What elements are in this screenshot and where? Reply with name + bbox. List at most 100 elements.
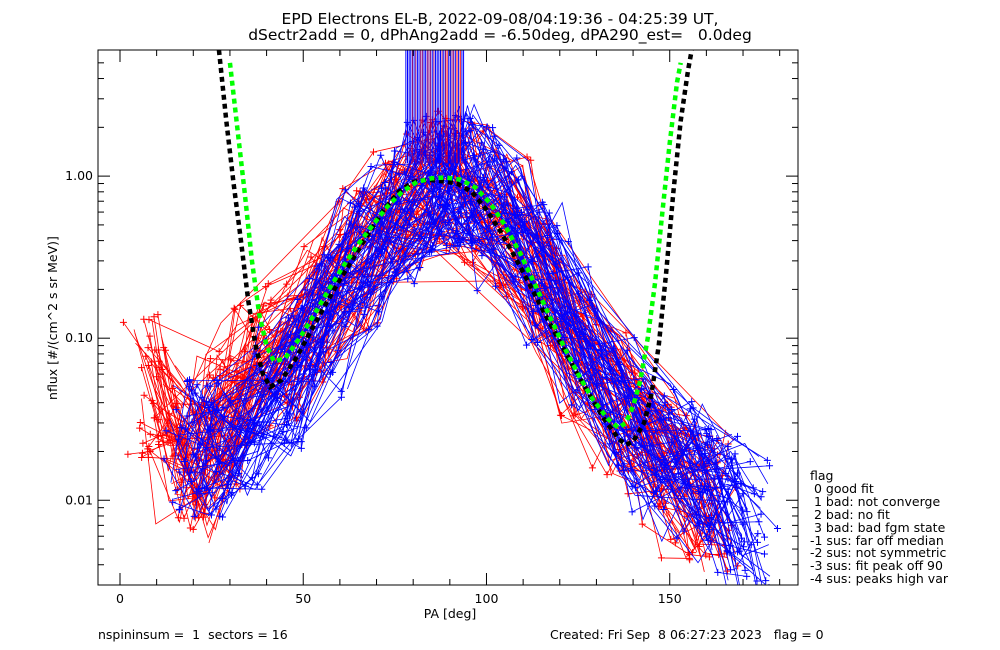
data-point-marker <box>428 246 436 254</box>
data-point-marker <box>193 381 201 389</box>
data-point-marker <box>530 307 538 315</box>
data-point-marker <box>630 334 638 342</box>
data-point-marker <box>440 235 448 243</box>
data-point-marker <box>138 449 146 457</box>
data-point-marker <box>597 345 605 353</box>
data-point-marker <box>220 413 228 421</box>
data-point-marker <box>473 287 481 295</box>
data-point-marker <box>139 439 147 447</box>
data-point-marker <box>138 453 146 461</box>
data-point-marker <box>507 168 515 176</box>
blue-spectrum <box>194 159 748 546</box>
y-tick-label: 0.01 <box>65 492 93 507</box>
spectrum-line <box>195 112 762 499</box>
data-point-marker <box>714 568 722 576</box>
data-point-marker <box>724 485 732 493</box>
data-point-marker <box>404 275 412 283</box>
data-point-marker <box>281 348 289 356</box>
data-point-marker <box>214 380 222 388</box>
data-point-marker <box>177 423 185 431</box>
data-point-marker <box>603 471 611 479</box>
data-point-marker <box>172 406 180 414</box>
vertical-line-group <box>405 50 465 164</box>
data-point-marker <box>154 311 162 319</box>
spectrum-line <box>209 171 769 496</box>
data-point-marker <box>326 323 334 331</box>
data-point-marker <box>553 222 561 230</box>
blue-spectrum <box>183 105 757 492</box>
data-point-marker <box>172 400 180 408</box>
data-point-marker <box>353 187 361 195</box>
data-point-marker <box>186 469 194 477</box>
data-point-marker <box>665 414 672 422</box>
data-point-marker <box>731 450 739 458</box>
data-point-marker <box>146 332 154 340</box>
data-point-marker <box>766 462 774 470</box>
legend-title: flag <box>810 468 834 483</box>
data-point-marker <box>196 490 204 498</box>
spectrum-line <box>238 103 759 572</box>
data-point-marker <box>546 223 554 231</box>
chart-subtitle: dSectr2add = 0, dPhAng2add = -6.50deg, d… <box>248 26 752 44</box>
legend-item: 1 bad: not converge <box>810 493 941 509</box>
data-point-marker <box>519 304 527 312</box>
data-point-marker <box>724 443 732 451</box>
data-point-marker <box>363 278 371 286</box>
data-point-marker <box>169 498 177 506</box>
data-point-marker <box>365 325 373 333</box>
data-point-marker <box>255 323 263 331</box>
blue-spectrum <box>196 128 763 585</box>
data-point-marker <box>763 456 771 464</box>
data-point-marker <box>341 323 349 331</box>
data-point-marker <box>192 453 200 461</box>
data-point-marker <box>723 547 731 555</box>
data-point-marker <box>138 364 146 372</box>
data-point-marker <box>523 341 531 349</box>
data-point-marker <box>743 572 751 580</box>
data-point-marker <box>560 333 568 341</box>
data-point-marker <box>390 147 398 155</box>
legend-item: 3 bad: bad fgm state <box>810 519 946 535</box>
data-point-marker <box>154 346 162 354</box>
data-point-marker <box>753 577 761 585</box>
data-point-marker <box>154 416 162 424</box>
x-axis-label: PA [deg] <box>424 606 477 621</box>
data-point-marker <box>746 458 754 466</box>
data-point-marker <box>150 313 158 321</box>
data-point-marker <box>401 168 409 176</box>
data-point-marker <box>403 207 411 215</box>
spectrum-line <box>208 124 767 581</box>
data-point-marker <box>226 397 234 405</box>
data-point-marker <box>754 530 762 538</box>
data-point-marker <box>163 431 171 439</box>
data-point-marker <box>623 425 631 433</box>
data-point-marker <box>499 201 507 209</box>
data-point-marker <box>160 344 168 352</box>
data-point-marker <box>337 387 345 395</box>
data-point-marker <box>656 476 664 483</box>
data-point-marker <box>297 444 305 452</box>
data-point-marker <box>749 484 757 492</box>
data-point-marker <box>568 401 576 409</box>
data-point-marker <box>523 205 531 213</box>
legend-item: 0 good fit <box>810 480 874 496</box>
data-point-marker <box>479 173 487 181</box>
data-point-marker <box>773 525 781 533</box>
spectrum-line <box>199 130 763 585</box>
data-point-marker <box>651 502 659 510</box>
data-point-marker <box>273 394 281 402</box>
data-point-marker <box>469 258 477 266</box>
data-point-marker <box>162 427 170 435</box>
data-point-marker <box>136 419 144 427</box>
data-point-marker <box>262 283 270 291</box>
spectrum-line <box>191 122 767 585</box>
data-point-marker <box>739 520 747 528</box>
data-point-marker <box>702 533 710 541</box>
data-point-marker <box>512 273 520 281</box>
data-point-marker <box>631 444 639 452</box>
data-point-marker <box>340 308 348 316</box>
data-point-marker <box>513 154 521 162</box>
data-point-marker <box>437 227 445 235</box>
data-point-marker <box>320 251 328 259</box>
x-tick-label: 150 <box>658 591 682 606</box>
